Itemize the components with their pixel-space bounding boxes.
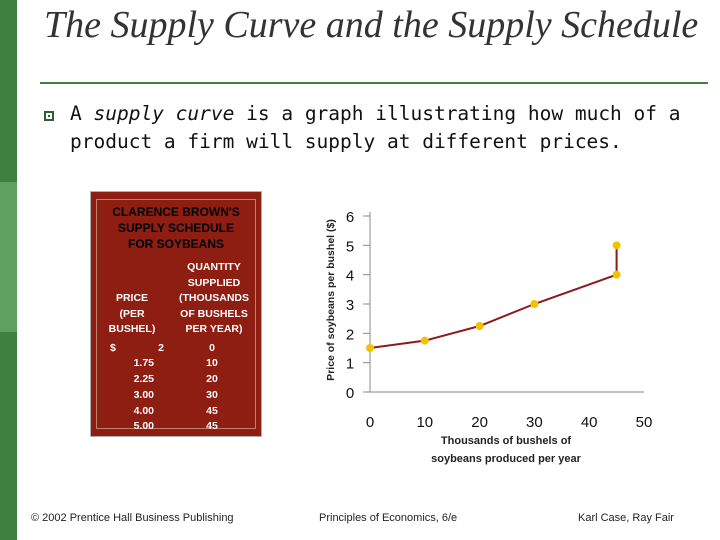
quantity-header-line: (THOUSANDS bbox=[179, 292, 249, 304]
data-point bbox=[420, 336, 429, 345]
footer-book-title: Principles of Economics, 6/e bbox=[319, 512, 458, 524]
data-point bbox=[612, 241, 621, 250]
quantity-cell: 20 bbox=[206, 373, 218, 385]
table-title-line: SUPPLY SCHEDULE bbox=[117, 221, 235, 235]
axes bbox=[369, 212, 644, 393]
left-accent-bar bbox=[0, 0, 17, 540]
supply-curve-line bbox=[369, 245, 618, 349]
price-header-line: BUSHEL) bbox=[108, 323, 156, 335]
y-tick-label: 3 bbox=[346, 297, 354, 314]
price-column-header: PRICE (PER BUSHEL) bbox=[100, 291, 164, 338]
x-tick-label: 30 bbox=[526, 414, 543, 431]
price-header-line: (PER bbox=[119, 307, 145, 320]
bullet-text: A supply curve is a graph illustrating h… bbox=[70, 100, 710, 156]
price-header-line: PRICE bbox=[115, 292, 149, 304]
table-title-line: CLARENCE BROWN'S bbox=[112, 205, 240, 219]
data-point bbox=[530, 300, 539, 308]
footer-copyright: © 2002 Prentice Hall Business Publishing bbox=[31, 512, 234, 524]
bullet-square-icon bbox=[44, 111, 54, 121]
quantity-cell: 45 bbox=[206, 405, 218, 417]
price-cell: 5.00 bbox=[133, 420, 154, 432]
title-divider bbox=[40, 82, 708, 84]
x-axis-label: Thousands of bushels of bbox=[441, 435, 572, 447]
y-tick-label: 1 bbox=[346, 356, 354, 373]
quantity-cell: 45 bbox=[206, 420, 218, 432]
quantity-header-line: PER YEAR) bbox=[185, 323, 243, 335]
y-tick-label: 6 bbox=[346, 209, 354, 226]
data-point bbox=[366, 344, 374, 352]
price-cell: 1.75 bbox=[133, 357, 154, 369]
price-cell: 4.00 bbox=[133, 405, 154, 417]
y-tick-label: 4 bbox=[346, 268, 354, 285]
quantity-column-header: QUANTITY SUPPLIED (THOUSANDS OF BUSHELS … bbox=[168, 260, 260, 338]
price-cell: 2 bbox=[158, 342, 164, 354]
x-tick-label: 0 bbox=[366, 414, 374, 431]
y-tick-label: 0 bbox=[346, 385, 354, 402]
footer-authors: Karl Case, Ray Fair bbox=[578, 512, 674, 524]
table-title: CLARENCE BROWN'S SUPPLY SCHEDULE FOR SOY… bbox=[90, 204, 262, 252]
bullet-text-emphasis: supply curve bbox=[93, 102, 235, 125]
data-point bbox=[475, 322, 484, 330]
x-tick-label: 20 bbox=[471, 414, 488, 431]
quantity-cell: 30 bbox=[206, 389, 218, 401]
data-point bbox=[612, 270, 621, 279]
currency-symbol: $ bbox=[110, 342, 116, 354]
table-title-line: FOR SOYBEANS bbox=[127, 237, 224, 251]
bullet-text-rest: is a graph illustrating how much of a pr… bbox=[70, 102, 681, 153]
y-tick-label: 2 bbox=[346, 326, 354, 343]
price-cell: 3.00 bbox=[133, 389, 154, 401]
quantity-cell: 0 bbox=[209, 342, 215, 354]
x-tick-label: 40 bbox=[581, 414, 598, 431]
x-tick-labels: 0 10 20 30 40 50 bbox=[366, 414, 653, 431]
bullet-text-start: A bbox=[70, 102, 94, 125]
supply-schedule-table bbox=[90, 191, 262, 437]
y-axis-label: Price of soybeans per bushel ($) bbox=[325, 219, 337, 381]
quantity-header-line: QUANTITY bbox=[187, 261, 241, 273]
y-tick-label: 5 bbox=[346, 238, 354, 255]
quantity-header-line: SUPPLIED bbox=[187, 276, 241, 289]
slide-title: The Supply Curve and the Supply Schedule bbox=[44, 4, 699, 46]
left-accent-highlight bbox=[0, 182, 17, 332]
supply-series bbox=[366, 241, 621, 352]
quantity-header-line: OF BUSHELS bbox=[180, 307, 248, 320]
quantity-cell: 10 bbox=[206, 357, 218, 369]
x-tick-label: 50 bbox=[636, 414, 653, 431]
y-tick-labels: 0 1 2 3 4 5 6 bbox=[346, 209, 370, 402]
x-axis-label: soybeans produced per year bbox=[431, 453, 581, 465]
table-inner-frame bbox=[96, 199, 256, 429]
price-cell: 2.25 bbox=[133, 373, 154, 385]
x-tick-label: 10 bbox=[416, 414, 433, 431]
